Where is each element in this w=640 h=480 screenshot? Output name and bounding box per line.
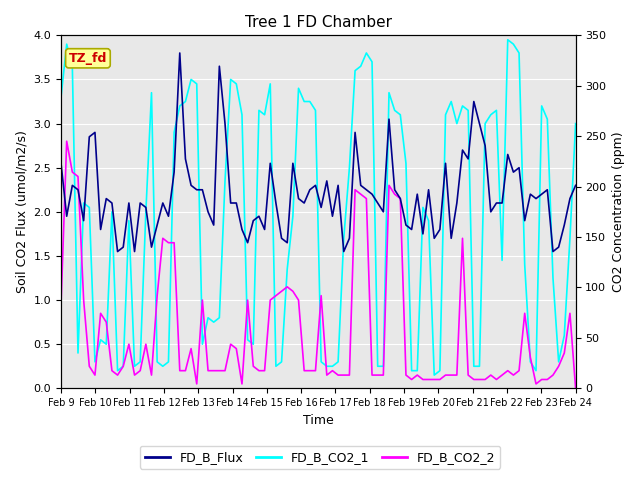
FD_B_CO2_2 bbox=[572, 385, 579, 391]
FD_B_CO2_2 bbox=[464, 372, 472, 378]
Line: FD_B_Flux: FD_B_Flux bbox=[61, 53, 575, 252]
X-axis label: Time: Time bbox=[303, 414, 333, 427]
FD_B_CO2_1 bbox=[470, 363, 477, 369]
FD_B_Flux bbox=[499, 200, 506, 206]
FD_B_CO2_1 bbox=[464, 108, 472, 113]
FD_B_CO2_1 bbox=[476, 363, 483, 369]
FD_B_Flux bbox=[447, 235, 455, 241]
FD_B_Flux bbox=[114, 249, 122, 254]
FD_B_CO2_2 bbox=[493, 377, 500, 383]
FD_B_CO2_2 bbox=[470, 377, 477, 383]
FD_B_Flux bbox=[572, 182, 579, 188]
FD_B_Flux bbox=[481, 143, 489, 148]
FD_B_CO2_1 bbox=[504, 37, 511, 43]
FD_B_CO2_1 bbox=[493, 108, 500, 113]
Title: Tree 1 FD Chamber: Tree 1 FD Chamber bbox=[245, 15, 392, 30]
FD_B_Flux bbox=[476, 120, 483, 126]
FD_B_CO2_1 bbox=[362, 50, 370, 56]
FD_B_Flux bbox=[374, 200, 381, 206]
FD_B_Flux bbox=[176, 50, 184, 56]
FD_B_CO2_2 bbox=[57, 301, 65, 307]
FD_B_CO2_1 bbox=[430, 372, 438, 378]
FD_B_CO2_1 bbox=[57, 94, 65, 100]
FD_B_CO2_2 bbox=[442, 372, 449, 378]
Y-axis label: Soil CO2 Flux (umol/m2/s): Soil CO2 Flux (umol/m2/s) bbox=[15, 131, 28, 293]
FD_B_CO2_2 bbox=[63, 138, 70, 144]
FD_B_CO2_1 bbox=[442, 112, 449, 118]
Y-axis label: CO2 Concentration (ppm): CO2 Concentration (ppm) bbox=[612, 132, 625, 292]
FD_B_CO2_2 bbox=[476, 377, 483, 383]
FD_B_Flux bbox=[57, 160, 65, 166]
FD_B_Flux bbox=[470, 98, 477, 104]
FD_B_CO2_2 bbox=[368, 372, 376, 378]
FD_B_CO2_1 bbox=[572, 120, 579, 126]
Text: TZ_fd: TZ_fd bbox=[68, 52, 107, 65]
Line: FD_B_CO2_1: FD_B_CO2_1 bbox=[61, 40, 575, 375]
Line: FD_B_CO2_2: FD_B_CO2_2 bbox=[61, 141, 575, 388]
Legend: FD_B_Flux, FD_B_CO2_1, FD_B_CO2_2: FD_B_Flux, FD_B_CO2_1, FD_B_CO2_2 bbox=[140, 446, 500, 469]
